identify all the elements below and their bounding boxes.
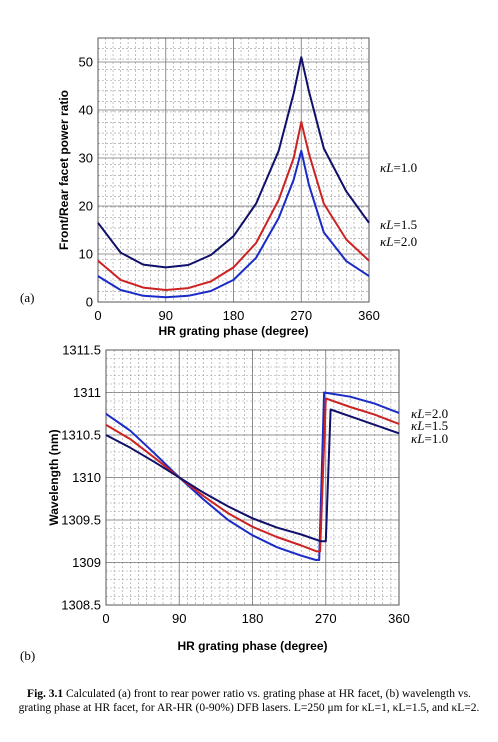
series-line	[97, 56, 370, 269]
y-tick-label: 1310.5	[61, 428, 101, 443]
x-tick-label: 0	[94, 308, 101, 323]
plot-frame	[97, 37, 370, 303]
series-line	[105, 391, 400, 561]
legend-label: κL=1.5	[411, 418, 448, 433]
chart-b: 0 90 180 270 360 1308.5 1309 1309.5 1310 1310.5 13…	[20, 343, 448, 664]
x-axis-label: HR grating phase (degree)	[177, 639, 327, 653]
series-line	[105, 408, 400, 543]
panel-label: (b)	[20, 648, 35, 663]
panel-label: (a)	[20, 290, 34, 305]
y-tick-label: 0	[86, 295, 93, 310]
figure-caption: Fig. 3.1 Calculated (a) front to rear po…	[14, 687, 484, 715]
series-line	[105, 397, 400, 553]
x-axis-label: HR grating phase (degree)	[158, 324, 308, 338]
plot-frame	[105, 349, 400, 606]
caption-text: Calculated (a) front to rear power ratio…	[18, 688, 480, 714]
x-tick-label: 270	[290, 308, 312, 323]
y-tick-label: 10	[79, 247, 93, 262]
chart-a: 0 90 180 270 360 0 10 20 30 40 50 HR grating phase …	[20, 37, 417, 338]
x-tick-label: 90	[159, 308, 173, 323]
x-tick-label: 360	[358, 308, 380, 323]
x-tick-label: 180	[242, 611, 264, 626]
y-axis-label: Front/Rear facet power ratio	[57, 90, 71, 250]
x-tick-label: 180	[223, 308, 245, 323]
x-tick-label: 360	[388, 611, 410, 626]
x-tick-label: 270	[315, 611, 337, 626]
legend-label: κL=2.0	[411, 406, 448, 421]
y-axis-label: Wavelength (nm)	[47, 429, 61, 525]
x-tick-label: 0	[102, 611, 109, 626]
y-tick-label: 50	[79, 55, 93, 70]
legend-label: κL=1.5	[380, 217, 417, 232]
series-line	[97, 121, 370, 291]
x-tick-label: 90	[172, 611, 186, 626]
series-line	[97, 149, 370, 299]
major-grid	[105, 349, 400, 606]
minor-grid	[97, 37, 370, 303]
y-tick-label: 1311.5	[62, 343, 101, 358]
y-tick-label: 1309	[72, 555, 101, 570]
y-tick-label: 1311	[73, 385, 101, 400]
legend-label: κL=1.0	[411, 431, 448, 446]
y-tick-label: 1310	[72, 470, 101, 485]
y-tick-label: 1308.5	[61, 598, 101, 613]
y-tick-label: 20	[79, 199, 93, 214]
legend-label: κL=2.0	[380, 234, 417, 249]
y-tick-label: 1309.5	[61, 513, 101, 528]
y-tick-label: 40	[79, 103, 93, 118]
y-tick-label: 30	[79, 151, 93, 166]
caption-label: Fig. 3.1	[27, 688, 64, 700]
legend-label: κL=1.0	[380, 160, 417, 175]
